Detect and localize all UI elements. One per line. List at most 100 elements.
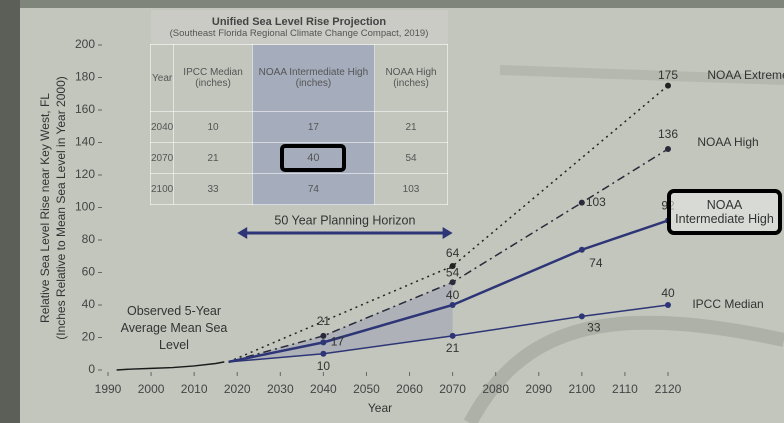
x-tick-label: 2060 (396, 382, 423, 396)
x-tick-label: 2080 (482, 382, 509, 396)
road (499, 65, 784, 85)
cell-value: 54 (405, 152, 417, 164)
table-row: 2040 10 17 21 (149, 111, 448, 143)
background (0, 0, 20, 423)
y-tick-label: 20 (82, 330, 96, 344)
data-label: 10 (317, 359, 331, 373)
data-label: 17 (331, 335, 345, 349)
cell-value: 74 (307, 183, 319, 195)
x-tick-label: 2090 (525, 382, 552, 396)
data-label: 103 (586, 195, 606, 209)
data-point (665, 146, 671, 152)
y-axis-label: (Inches Relative to Mean Sea Level in Ye… (54, 76, 68, 340)
x-tick-label: 1990 (95, 382, 122, 396)
data-label: 74 (589, 256, 603, 270)
data-point (449, 332, 456, 339)
table-cell: 103 (374, 173, 448, 205)
data-label: 40 (661, 286, 675, 300)
legend-entry: IPCC Median (692, 297, 763, 311)
projection-table: Unified Sea Level Rise Projection (Southe… (149, 10, 448, 205)
data-point (449, 279, 456, 286)
cell-value: 2100 (151, 183, 174, 195)
annotation: 50 Year Planning Horizon (274, 213, 415, 227)
data-label: 64 (446, 246, 460, 260)
cell-value: 10 (207, 121, 219, 133)
table-subtitle: (Southeast Florida Regional Climate Chan… (169, 27, 429, 39)
legend-entry: NOAA Extreme (707, 68, 784, 82)
data-label: 136 (658, 127, 678, 141)
y-tick-label: 40 (82, 297, 96, 311)
y-tick-label: 160 (75, 102, 95, 116)
table-cell: 21 (173, 142, 253, 174)
x-tick-label: 2070 (439, 382, 466, 396)
data-label: 21 (446, 341, 460, 355)
table-cell: 74 (251, 173, 376, 205)
arrow-head (237, 227, 248, 239)
column-header: NOAA Intermediate High (inches) (251, 44, 376, 112)
x-axis-label: Year (368, 401, 392, 415)
data-label: 54 (446, 265, 460, 279)
table-title: Unified Sea Level Rise Projection (211, 15, 387, 28)
table-row: 2070 21 40 54 (149, 142, 448, 174)
road (463, 315, 784, 423)
column-header: IPCC Median (inches) (173, 44, 253, 112)
table-cell: 17 (251, 111, 376, 143)
cell-value: 33 (207, 183, 219, 195)
table-cell: 40 (251, 142, 376, 174)
x-tick-label: 2040 (310, 382, 337, 396)
legend-entry: NOAA Intermediate High (667, 188, 782, 235)
annotation: Observed 5-Year Average Mean Sea Level (120, 304, 228, 352)
data-point (665, 302, 671, 308)
x-tick-label: 2000 (138, 382, 165, 396)
cell-value: 2040 (151, 121, 174, 133)
table-cell: 2100 (149, 173, 175, 205)
data-point (449, 263, 456, 269)
cell-value: 2070 (151, 152, 174, 164)
series-line (116, 361, 225, 371)
table-cell: 2040 (149, 111, 175, 143)
planning-band (228, 282, 453, 362)
y-tick-label: 180 (75, 70, 95, 84)
y-axis-label: Relative Sea Level Rise near Key West, F… (38, 93, 52, 323)
column-header: Year (149, 44, 175, 112)
arrow-head (442, 227, 453, 239)
x-tick-label: 2100 (568, 382, 595, 396)
data-point (449, 302, 456, 308)
x-tick-label: 2120 (655, 382, 682, 396)
y-tick-label: 60 (82, 265, 96, 279)
y-tick-label: 0 (88, 362, 95, 376)
table-header: Year IPCC Median (inches) NOAA Intermediat… (149, 44, 448, 112)
table-title: Unified Sea Level Rise Projection (Southe… (150, 10, 448, 45)
y-tick-label: 80 (82, 232, 96, 246)
data-label: 33 (587, 321, 601, 335)
cell-value: 103 (402, 183, 420, 195)
table-cell: 2070 (149, 142, 175, 174)
data-point (320, 350, 327, 357)
cell-value: 40 (280, 144, 347, 172)
data-point (578, 199, 585, 206)
y-tick-label: 120 (75, 167, 95, 181)
cell-value: 21 (207, 152, 219, 164)
table-cell: 21 (374, 111, 448, 143)
x-tick-label: 2050 (353, 382, 380, 396)
table-cell: 54 (374, 142, 448, 174)
y-tick-label: 140 (75, 135, 95, 149)
data-point (578, 313, 585, 320)
table-cell: 33 (173, 173, 253, 205)
data-point (320, 339, 327, 346)
y-tick-label: 100 (75, 200, 95, 214)
table-cell: 10 (173, 111, 253, 143)
data-label: 40 (446, 288, 460, 302)
y-tick-label: 200 (75, 37, 95, 51)
data-point (320, 332, 327, 339)
x-tick-label: 2010 (181, 382, 208, 396)
data-point (578, 246, 585, 253)
table-row: Unified Sea Level Rise Projection (Southe… (150, 10, 448, 45)
x-tick-label: 2110 (612, 382, 638, 396)
cell-value: 21 (405, 121, 417, 133)
x-tick-label: 2030 (267, 382, 294, 396)
table-row: 2100 33 74 103 (149, 173, 448, 205)
column-header: NOAA High (inches) (374, 44, 448, 112)
data-label: 175 (658, 68, 678, 82)
